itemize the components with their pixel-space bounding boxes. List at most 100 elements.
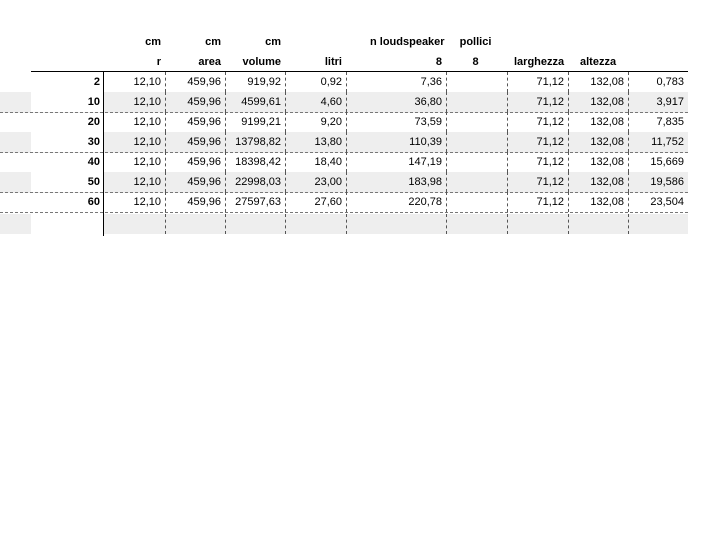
- cell-area[interactable]: 459,96: [165, 152, 225, 172]
- cell-r[interactable]: 12,10: [103, 192, 165, 212]
- cell-pollici[interactable]: [446, 132, 507, 152]
- cell-litri[interactable]: 13,80: [285, 132, 346, 152]
- header-cell-volume[interactable]: volume: [242, 56, 281, 68]
- cell-larghezza[interactable]: 71,12: [507, 192, 568, 212]
- cell-litri[interactable]: 18,40: [285, 152, 346, 172]
- row-label[interactable]: 2: [93, 76, 100, 88]
- cell-volume[interactable]: 22998,03: [225, 172, 285, 192]
- cell-extra[interactable]: 11,752: [628, 132, 688, 152]
- cell-extra[interactable]: 7,835: [628, 112, 688, 132]
- cell-r[interactable]: [103, 214, 165, 234]
- cell-extra[interactable]: [628, 214, 688, 234]
- cell-larghezza[interactable]: 71,12: [507, 152, 568, 172]
- row-label[interactable]: 50: [31, 172, 104, 192]
- row-label[interactable]: [31, 214, 104, 234]
- table-row: 50 12,10 459,96 22998,03 23,00 183,98 71…: [0, 172, 688, 193]
- cell-larghezza[interactable]: 71,12: [507, 92, 568, 112]
- cell-r[interactable]: 12,10: [103, 112, 165, 132]
- cell-pollici[interactable]: [446, 92, 507, 112]
- cell-volume[interactable]: 4599,61: [225, 92, 285, 112]
- cell-larghezza[interactable]: 71,12: [507, 72, 568, 92]
- cell-r[interactable]: 12,10: [103, 152, 165, 172]
- cell-altezza[interactable]: 132,08: [568, 112, 628, 132]
- cell-r[interactable]: 12,10: [103, 172, 165, 192]
- header-cell-loudspeaker-size[interactable]: 8: [435, 56, 442, 68]
- header-cell-9[interactable]: [628, 32, 688, 52]
- cell-area[interactable]: 459,96: [165, 192, 225, 212]
- cell-volume[interactable]: 9199,21: [225, 112, 285, 132]
- cell-pollici[interactable]: [446, 214, 507, 234]
- row-label[interactable]: 10: [31, 92, 104, 112]
- header-cell-area-unit[interactable]: cm: [205, 36, 221, 48]
- header-cell-loudspeaker[interactable]: n loudspeaker: [370, 36, 445, 48]
- cell-altezza[interactable]: 132,08: [568, 192, 628, 212]
- cell-extra[interactable]: 15,669: [628, 152, 688, 172]
- row-label[interactable]: 20: [87, 116, 100, 128]
- cell-area[interactable]: 459,96: [165, 72, 225, 92]
- cell-altezza[interactable]: 132,08: [568, 92, 628, 112]
- header-cell-litri-unit[interactable]: [285, 32, 346, 52]
- cell-loudspeaker[interactable]: [346, 214, 446, 234]
- cell-loudspeaker[interactable]: 147,19: [346, 152, 446, 172]
- cell-loudspeaker[interactable]: 7,36: [346, 72, 446, 92]
- header-cell-9b[interactable]: [628, 52, 688, 72]
- cell-larghezza[interactable]: 71,12: [507, 132, 568, 152]
- cell-loudspeaker[interactable]: 36,80: [346, 92, 446, 112]
- cell-litri[interactable]: 27,60: [285, 192, 346, 212]
- cell-area[interactable]: [165, 214, 225, 234]
- cell-extra[interactable]: 0,783: [628, 72, 688, 92]
- header-cell-pollici[interactable]: pollici: [459, 36, 492, 48]
- cell-r[interactable]: 12,10: [103, 92, 165, 112]
- header-cell-litri[interactable]: litri: [324, 56, 342, 68]
- cell-volume[interactable]: 18398,42: [225, 152, 285, 172]
- cell-extra[interactable]: 3,917: [628, 92, 688, 112]
- cell-volume[interactable]: 919,92: [225, 72, 285, 92]
- cell-volume[interactable]: 13798,82: [225, 132, 285, 152]
- cell-pollici[interactable]: [446, 112, 507, 132]
- cell-pollici[interactable]: [446, 72, 507, 92]
- cell-pollici[interactable]: [446, 192, 507, 212]
- row-label[interactable]: 30: [31, 132, 104, 152]
- cell-litri[interactable]: 4,60: [285, 92, 346, 112]
- header-divider-line: [31, 71, 688, 72]
- header-cell-8[interactable]: [568, 32, 628, 52]
- cell-altezza[interactable]: 132,08: [568, 132, 628, 152]
- cell-altezza[interactable]: 132,08: [568, 152, 628, 172]
- row-label[interactable]: 60: [87, 196, 100, 208]
- cell-litri[interactable]: 0,92: [285, 72, 346, 92]
- cell-area[interactable]: 459,96: [165, 172, 225, 192]
- cell-volume[interactable]: 27597,63: [225, 192, 285, 212]
- cell-altezza[interactable]: 132,08: [568, 172, 628, 192]
- header-cell-altezza[interactable]: altezza: [580, 56, 617, 68]
- cell-r[interactable]: 12,10: [103, 132, 165, 152]
- cell-extra[interactable]: 19,586: [628, 172, 688, 192]
- cell-area[interactable]: 459,96: [165, 112, 225, 132]
- cell-litri[interactable]: 9,20: [285, 112, 346, 132]
- cell-altezza[interactable]: [568, 214, 628, 234]
- cell-larghezza[interactable]: [507, 214, 568, 234]
- cell-larghezza[interactable]: 71,12: [507, 172, 568, 192]
- cell-volume[interactable]: [225, 214, 285, 234]
- cell-area[interactable]: 459,96: [165, 132, 225, 152]
- cell-loudspeaker[interactable]: 220,78: [346, 192, 446, 212]
- cell-altezza[interactable]: 132,08: [568, 72, 628, 92]
- header-cell-r-unit[interactable]: cm: [145, 36, 161, 48]
- header-cell-area[interactable]: area: [198, 56, 221, 68]
- cell-extra[interactable]: 23,504: [628, 192, 688, 212]
- cell-loudspeaker[interactable]: 73,59: [346, 112, 446, 132]
- cell-r[interactable]: 12,10: [103, 72, 165, 92]
- cell-loudspeaker[interactable]: 110,39: [346, 132, 446, 152]
- row-label[interactable]: 40: [87, 156, 100, 168]
- cell-larghezza[interactable]: 71,12: [507, 112, 568, 132]
- header-cell-pollici-size[interactable]: 8: [472, 56, 479, 68]
- cell-pollici[interactable]: [446, 172, 507, 192]
- header-cell-larghezza[interactable]: larghezza: [514, 56, 565, 68]
- cell-litri[interactable]: 23,00: [285, 172, 346, 192]
- header-cell-r[interactable]: r: [156, 56, 161, 68]
- header-cell-7[interactable]: [507, 32, 568, 52]
- cell-litri[interactable]: [285, 214, 346, 234]
- cell-pollici[interactable]: [446, 152, 507, 172]
- cell-area[interactable]: 459,96: [165, 92, 225, 112]
- header-cell-volume-unit[interactable]: cm: [265, 36, 281, 48]
- cell-loudspeaker[interactable]: 183,98: [346, 172, 446, 192]
